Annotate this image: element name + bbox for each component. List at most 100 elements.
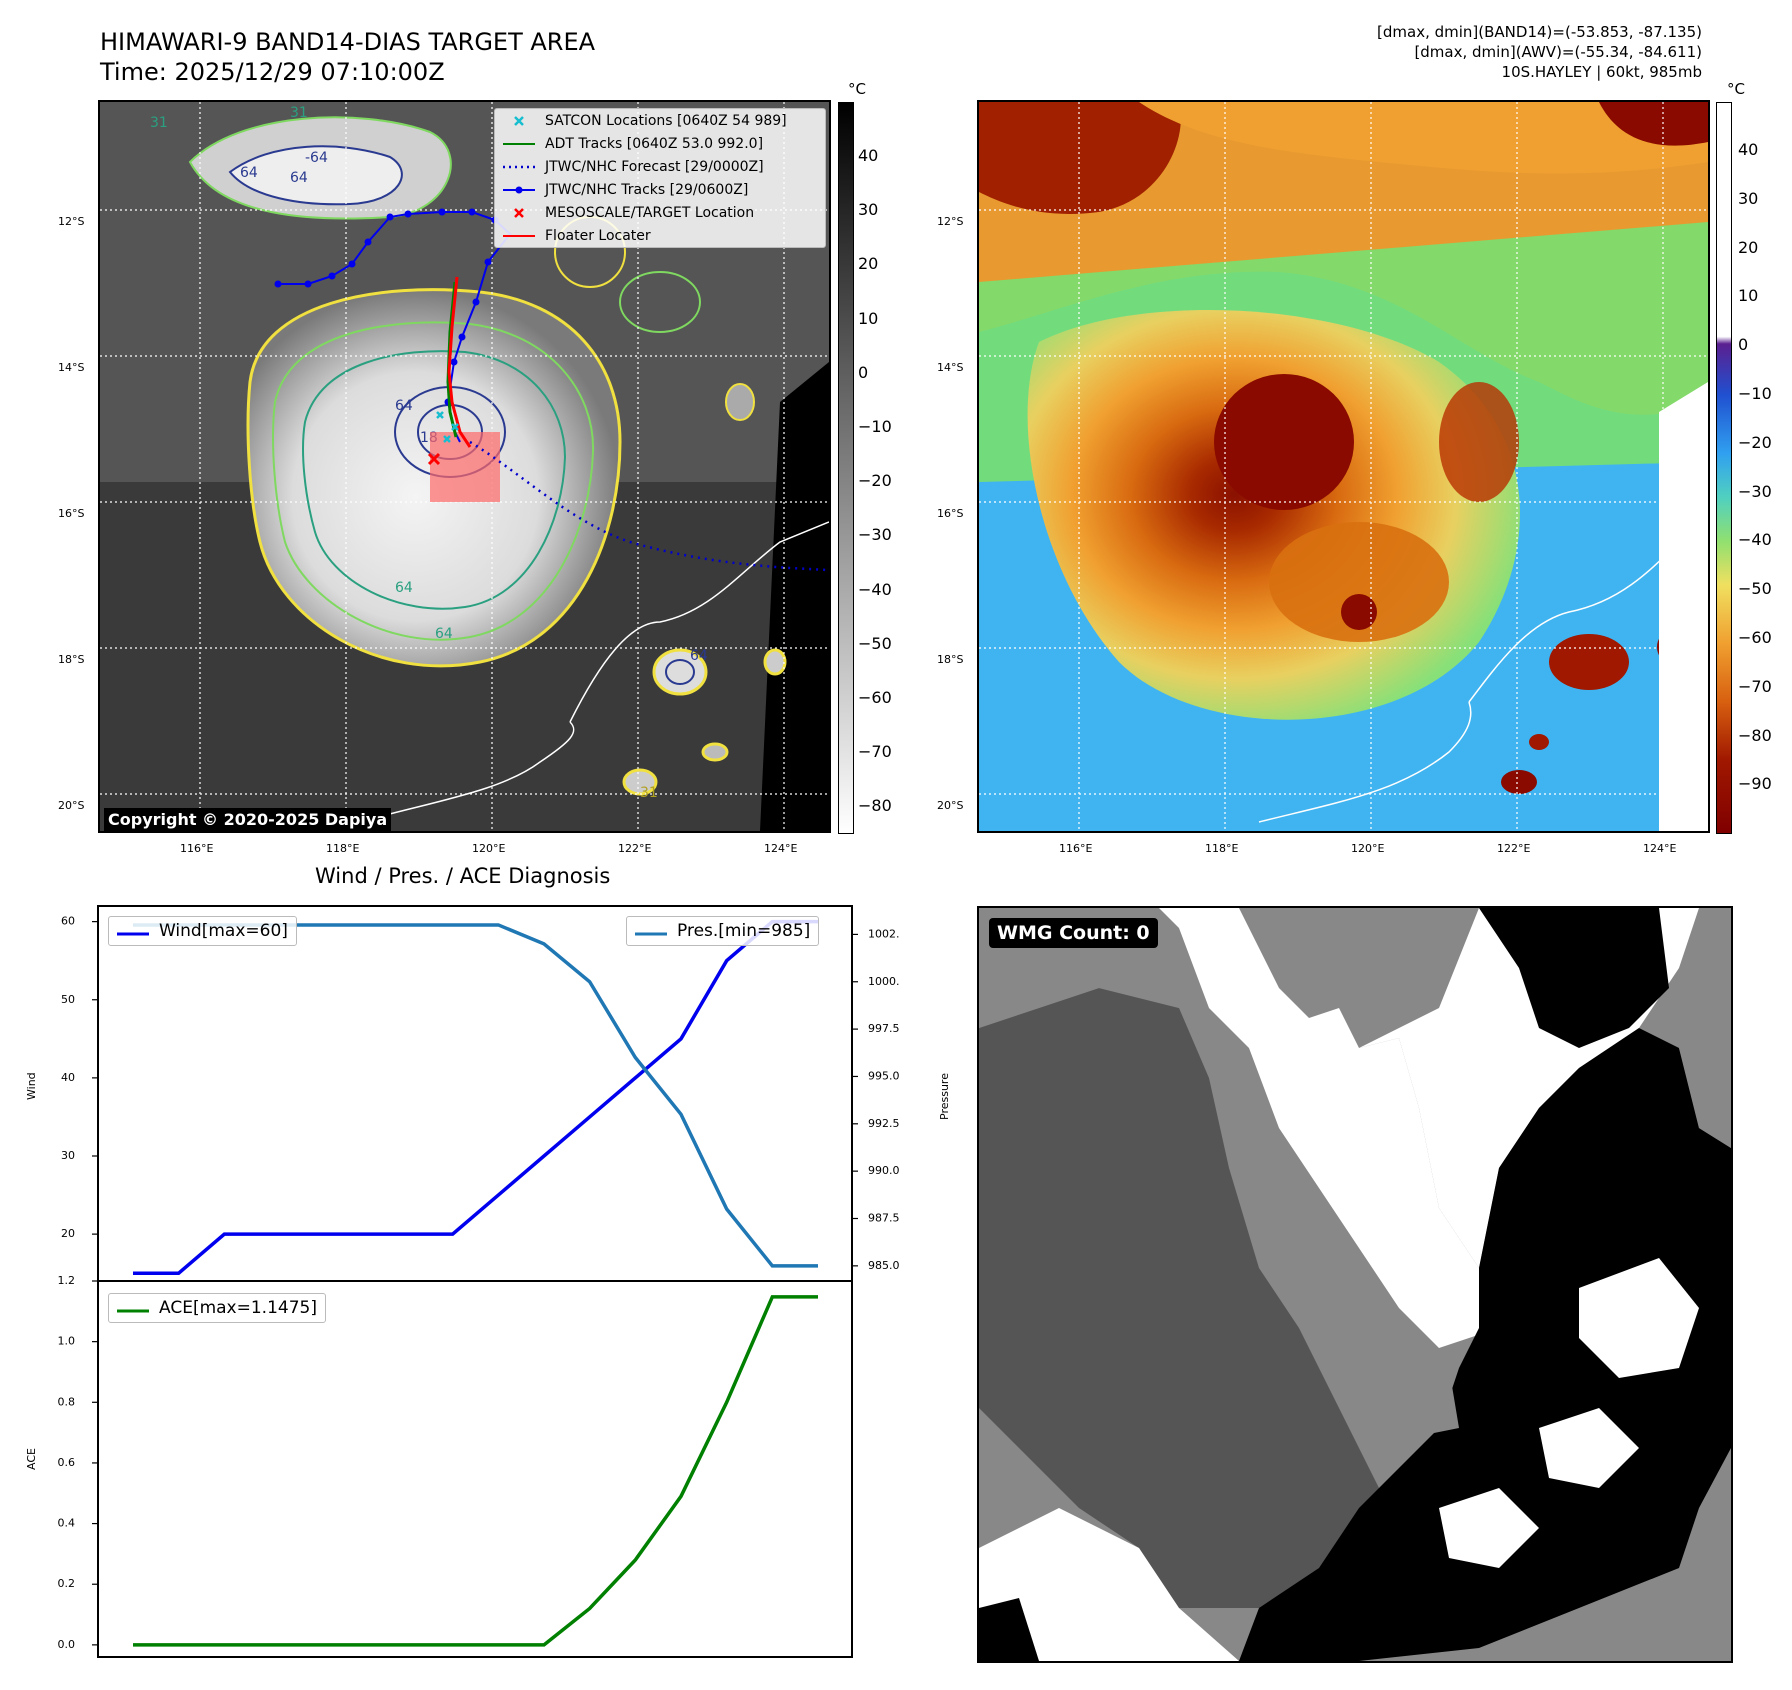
jtwc-forecast-line — [469, 440, 829, 572]
colorbar-tick: −70 — [1738, 676, 1772, 696]
awv-range: [dmax, dmin](AWV)=(-55.34, -84.611) — [1414, 43, 1702, 61]
tick-label: 0.2 — [58, 1577, 76, 1590]
lon-label: 118°E — [1205, 842, 1239, 855]
lon-label: 124°E — [1643, 842, 1677, 855]
diagnosis-title: Wind / Pres. / ACE Diagnosis — [315, 864, 611, 888]
ace-series-line — [133, 1295, 818, 1647]
colorbar-tick: −50 — [858, 633, 892, 653]
tick-label: 1.0 — [58, 1335, 76, 1348]
tick-label: 0.6 — [58, 1456, 76, 1469]
wind-ylabel: Wind — [25, 1072, 38, 1100]
tick-label: 50 — [61, 993, 75, 1006]
lat-label: 12°S — [937, 215, 964, 228]
pressure-ylabel: Pressure — [938, 1073, 951, 1120]
jtwc-track-line — [278, 211, 512, 443]
lon-label: 118°E — [326, 842, 360, 855]
colorbar-tick: −20 — [858, 471, 892, 491]
dotted-line-icon — [503, 161, 535, 173]
wmg-count-label: WMG Count: 0 — [989, 918, 1158, 948]
colorbar-tick: 10 — [858, 308, 879, 328]
page-title: HIMAWARI-9 BAND14-DIAS TARGET AREA — [100, 28, 596, 56]
contour-label: 64 — [290, 170, 308, 186]
tick-label: 1000.0 — [868, 975, 900, 988]
diagnosis-chart: 20 30 40 50 60 985.0 987.5 990.0 992.5 995.0 997.5… — [58, 905, 901, 1658]
lon-label: 122°E — [618, 842, 652, 855]
line-icon — [503, 230, 535, 242]
lat-label: 20°S — [58, 799, 85, 812]
lat-label: 16°S — [937, 507, 964, 520]
ace-legend: ACE[max=1.1475] — [108, 1293, 326, 1323]
ace-axes-frame — [97, 1280, 853, 1658]
wind-legend: Wind[max=60] — [108, 916, 297, 946]
colorbar-unit: °C — [848, 80, 866, 98]
lat-label: 18°S — [58, 653, 85, 666]
lat-label: 16°S — [58, 507, 85, 520]
awv-map-gridlines — [979, 102, 1708, 831]
tick-label: 0.8 — [58, 1395, 76, 1408]
floater-line — [447, 276, 472, 448]
tick-label: 1002.5 — [868, 927, 900, 940]
colorbar-tick: 20 — [858, 254, 879, 274]
tick-label: 985.0 — [868, 1259, 900, 1272]
line-icon — [635, 925, 667, 937]
mesoscale-marker — [427, 452, 441, 466]
tick-label: 990.0 — [868, 1164, 900, 1177]
colorbar-tick: 10 — [1738, 286, 1759, 306]
colorbar-tick: −30 — [858, 525, 892, 545]
wind-series-line — [133, 919, 818, 1275]
colorbar-tick: −80 — [1738, 725, 1772, 745]
target-box — [430, 432, 500, 502]
x-marker-icon — [503, 115, 535, 127]
lon-label: 122°E — [1497, 842, 1531, 855]
wmg-map — [979, 908, 1731, 1661]
contour-label: 64 — [690, 648, 708, 664]
tick-label: 20 — [61, 1227, 75, 1240]
colorbar-tick: −60 — [858, 688, 892, 707]
wmg-panel — [977, 906, 1733, 1663]
colorbar-tick: 30 — [858, 200, 879, 220]
awv-map-panel — [977, 100, 1710, 833]
tick-label: 995.0 — [868, 1069, 900, 1082]
tick-label: 997.5 — [868, 1022, 900, 1035]
colorbar-tick: −10 — [1738, 384, 1772, 403]
gray-colorbar — [838, 102, 854, 834]
lon-label: 116°E — [180, 842, 214, 855]
colorbar-tick: 30 — [1738, 188, 1759, 208]
storm-info: 10S.HAYLEY | 60kt, 985mb — [1501, 63, 1702, 81]
contour-label: 31 — [640, 785, 658, 801]
line-dot-icon — [503, 184, 535, 196]
awv-map — [979, 102, 1708, 831]
lon-label: 120°E — [472, 842, 506, 855]
contour-label: 64 — [395, 580, 413, 596]
tick-label: 60 — [61, 915, 75, 928]
colorbar-tick: 40 — [858, 146, 879, 165]
awv-colorbar — [1716, 102, 1732, 834]
colorbar-tick: 0 — [858, 362, 869, 382]
contour-label: 31 — [290, 105, 308, 121]
contour-label: 64 — [395, 398, 413, 414]
lat-label: 20°S — [937, 799, 964, 812]
colorbar-tick: −60 — [1738, 628, 1772, 647]
lat-label: 14°S — [937, 361, 964, 374]
time-label: Time: 2025/12/29 07:10:00Z — [100, 58, 445, 86]
colorbar-tick: −30 — [1738, 481, 1772, 501]
legend-jtwc-tracks: JTWC/NHC Tracks [29/0600Z] — [495, 178, 825, 201]
line-icon — [117, 1302, 149, 1314]
ir-map-panel: 31 31 64 64 64 64 64 64 18 31 -64 — [98, 100, 831, 833]
legend-jtwc-forecast: JTWC/NHC Forecast [29/0000Z] — [495, 155, 825, 178]
lon-label: 124°E — [764, 842, 798, 855]
colorbar-tick: −80 — [858, 796, 892, 816]
diagnosis-ticks: 20 30 40 50 60 985.0 987.5 990.0 992.5 995.0 997.5… — [58, 915, 901, 1651]
copyright: Copyright © 2020-2025 Dapiya — [104, 808, 392, 831]
tick-label: 30 — [61, 1149, 75, 1162]
colorbar-tick: −50 — [1738, 579, 1772, 599]
contour-label: 64 — [240, 165, 258, 181]
ace-ylabel: ACE — [25, 1448, 38, 1470]
legend-adt: ADT Tracks [0640Z 53.0 992.0] — [495, 132, 825, 155]
contour-label: -64 — [305, 150, 328, 166]
lat-label: 18°S — [937, 653, 964, 666]
x-marker-icon — [503, 207, 535, 219]
band14-range: [dmax, dmin](BAND14)=(-53.853, -87.135) — [1377, 23, 1702, 41]
colorbar-unit: °C — [1727, 80, 1745, 98]
contour-label: 31 — [150, 115, 168, 131]
